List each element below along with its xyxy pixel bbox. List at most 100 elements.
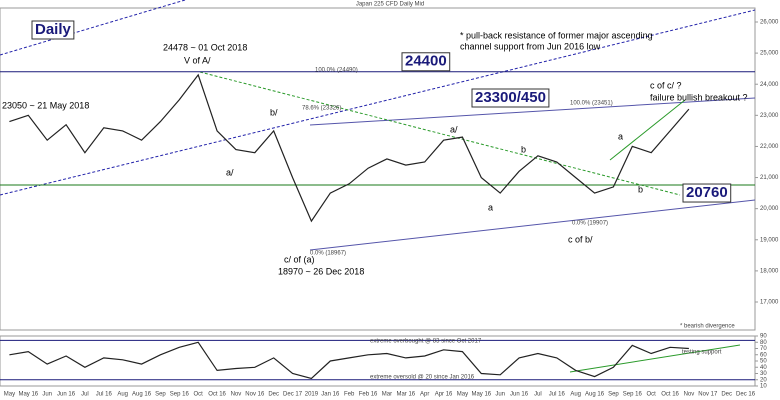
x-tick-label: Jun [42, 392, 52, 398]
annotation: 78.6% (23326) [302, 106, 341, 112]
x-tick-label: Dec 17 [283, 392, 303, 398]
y-tick-label: 50 [760, 359, 767, 365]
x-tick-label: Oct 16 [661, 392, 679, 398]
y-tick-label: 20 [760, 377, 767, 383]
y-tick-label: 40 [760, 365, 767, 371]
annotation: c of b/ [568, 234, 593, 244]
y-tick-label: 17,000 [760, 300, 779, 306]
x-tick-label: Aug 16 [585, 392, 605, 398]
chart-title: Japan 225 CFD Daily Mid [356, 2, 424, 8]
x-tick-label: Mar [382, 392, 392, 398]
x-tick-label: Aug [117, 392, 128, 398]
x-tick-label: Jul [534, 392, 542, 398]
x-tick-label: Nov 16 [245, 392, 265, 398]
level-label: 24400 [405, 53, 447, 70]
y-tick-label: 26,000 [760, 20, 779, 26]
x-tick-label: Nov [231, 392, 242, 398]
y-tick-label: 90 [760, 334, 767, 340]
x-tick-label: Jul 16 [549, 392, 566, 398]
y-tick-label: 30 [760, 371, 767, 377]
y-tick-label: 19,000 [760, 237, 779, 243]
annotation: b/ [270, 107, 278, 117]
x-tick-label: Aug 16 [132, 392, 152, 398]
x-tick-label: Apr [420, 392, 429, 398]
x-tick-label: Jun [495, 392, 505, 398]
annotation: a/ [226, 167, 234, 177]
annotation: b [521, 144, 526, 154]
y-tick-label: 22,000 [760, 144, 779, 150]
x-tick-label: Oct 16 [208, 392, 226, 398]
price-frame [0, 7, 756, 331]
x-tick-label: May 16 [18, 392, 38, 398]
annotation: 0.0% (19907) [572, 221, 608, 227]
annotation: a [488, 202, 493, 212]
y-tick-label: 21,000 [760, 175, 779, 181]
channel-line [309, 97, 756, 126]
annotation: c of c/ ? [650, 80, 682, 90]
x-tick-label: Aug [570, 392, 581, 398]
level-label-box [401, 52, 451, 72]
x-tick-label: May [4, 392, 15, 398]
channel-line [309, 199, 756, 251]
x-tick-label: Sep [155, 392, 166, 398]
annotation: failure bullish breakout ? [650, 92, 748, 102]
y-tick-label: 70 [760, 346, 767, 352]
annotation: 0.0% (18967) [310, 251, 346, 257]
x-tick-label: Oct [194, 392, 204, 398]
x-tick-label: May [457, 392, 468, 398]
trend-line [199, 71, 681, 196]
rsi-trend-line [569, 344, 741, 373]
price-line [9, 73, 690, 223]
annotation: 23300/450 [475, 89, 546, 106]
y-tick-label: 24,000 [760, 82, 779, 88]
y-tick-label: 23,000 [760, 113, 779, 119]
x-tick-label: Sep 16 [623, 392, 643, 398]
annotation: a/ [450, 124, 458, 134]
annotation: c/ of (a) [284, 254, 315, 264]
x-tick-label: Jan 16 [321, 392, 340, 398]
x-tick-label: Nov 17 [698, 392, 718, 398]
x-tick-label: Nov [684, 392, 695, 398]
rsi-annotation: testing support [682, 350, 722, 356]
annotation-box [31, 20, 75, 40]
x-tick-label: Mar 16 [396, 392, 415, 398]
x-tick-label: Feb 16 [359, 392, 378, 398]
level-label: 20760 [686, 184, 728, 201]
rsi-annotation: extreme oversold @ 20 since Jan 2016 [370, 375, 475, 381]
x-tick-label: Sep [608, 392, 619, 398]
x-tick-label: Sep 16 [170, 392, 190, 398]
y-tick-label: 10 [760, 384, 767, 390]
x-tick-label: Jul 16 [96, 392, 113, 398]
x-tick-label: May 16 [471, 392, 491, 398]
x-tick-label: 2019 [305, 392, 319, 398]
annotation: 100.0% (24490) [315, 68, 358, 74]
x-tick-label: Dec 16 [736, 392, 756, 398]
annotation: * pull-back resistance of former major a… [460, 30, 653, 40]
annotation: 23050 ~ 21 May 2018 [2, 100, 89, 110]
annotation: Daily [35, 21, 72, 38]
annotation: V of A/ [184, 55, 211, 65]
annotation: 24478 ~ 01 Oct 2018 [163, 42, 247, 52]
annotation: channel support from Jun 2016 low [460, 41, 601, 51]
y-tick-label: 60 [760, 352, 767, 358]
x-tick-label: Jun 16 [57, 392, 76, 398]
y-tick-label: 80 [760, 340, 767, 346]
annotation: a [618, 131, 623, 141]
level-label-box [682, 183, 732, 203]
x-tick-label: Oct [647, 392, 657, 398]
y-tick-label: 18,000 [760, 268, 779, 274]
x-tick-label: Feb [344, 392, 355, 398]
annotation: 100.0% (23451) [570, 101, 613, 107]
channel-line [0, 0, 186, 56]
y-tick-label: 20,000 [760, 206, 779, 212]
channel-line [0, 9, 756, 196]
rsi-annotation: extreme overbought @ 83 since Oct 2017 [370, 339, 482, 345]
price-line [9, 341, 689, 380]
annotation-box [471, 88, 550, 108]
x-tick-label: Dec [721, 392, 732, 398]
x-tick-label: Jun 16 [510, 392, 529, 398]
rsi-annotation: * bearish divergence [680, 324, 735, 330]
trend-line [609, 99, 686, 161]
annotation: 18970 ~ 26 Dec 2018 [278, 266, 364, 276]
